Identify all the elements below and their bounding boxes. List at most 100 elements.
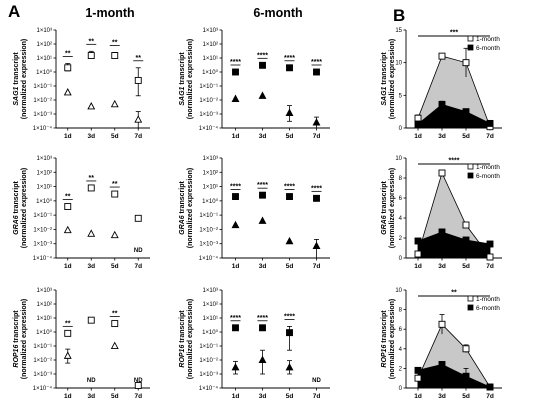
chart-sag1-1month: 1×10³ 1×10² 1×10¹ 1×10⁰ 1×10⁻¹ 1×10⁻² 1×10⁻³ 1×…	[13, 28, 150, 140]
y-axis-subtitle: (normalized expression)	[187, 168, 194, 249]
y-tick-label: 1×10⁻³	[33, 242, 52, 248]
y-axis-title: transcript	[381, 52, 388, 85]
data-point-triangle	[258, 355, 267, 364]
data-point-square	[232, 193, 239, 201]
data-point-triangle	[312, 241, 321, 249]
y-tick-label: 1×10²	[202, 42, 218, 48]
legend-label-six-month: 6-month	[476, 173, 500, 180]
y-tick-label: 1×10⁻³	[33, 112, 52, 118]
legend-label-one-month: 1-month	[476, 296, 500, 303]
data-point-triangle	[63, 351, 72, 359]
significance-label: **	[65, 320, 71, 327]
data-point-square	[313, 68, 320, 76]
y-tick-label: 15	[395, 28, 402, 34]
x-tick-label: 1d	[414, 393, 422, 400]
y-tick-label: 1×10⁰	[202, 329, 219, 336]
x-tick-label: 5d	[286, 133, 294, 140]
significance-label: ****	[257, 52, 268, 59]
y-axis-subtitle: (normalized expression)	[21, 39, 28, 120]
significance-label: **	[112, 181, 118, 188]
data-point-one-month	[462, 59, 470, 67]
y-tick-label: 1×10⁻³	[33, 372, 52, 378]
data-point-square	[64, 329, 72, 337]
x-tick-label: 7d	[313, 263, 321, 270]
significance-label: **	[112, 311, 118, 318]
x-tick-label: 5d	[286, 263, 294, 270]
nd-label: ND	[134, 378, 143, 384]
significance-label: ****	[311, 59, 322, 66]
y-axis-label: GRA6 transcript	[179, 180, 186, 234]
y-tick-label: 1×10²	[202, 170, 218, 176]
data-point-triangle	[285, 236, 294, 245]
chart-gra6-6month: 1×10³ 1×10² 1×10¹ 1×10⁰ 1×10⁻¹ 1×10⁻² 1×10⁻³ 1×…	[179, 156, 330, 270]
data-point-one-month	[462, 345, 470, 353]
y-tick-label: 0	[399, 386, 403, 392]
significance-label: ****	[230, 184, 241, 191]
significance-label: **	[451, 290, 457, 297]
data-point-triangle	[110, 230, 119, 239]
x-tick-label: 1d	[232, 133, 240, 140]
y-tick-label: 0	[399, 256, 403, 262]
y-tick-label: 1×10⁻⁴	[199, 125, 219, 132]
y-tick-label: 1×10⁻⁴	[33, 125, 53, 132]
y-axis-label: SAG1 transcript	[381, 52, 388, 106]
chart-rop16-6month: 1×10³ 1×10² 1×10¹ 1×10⁰ 1×10⁻¹ 1×10⁻² 1×10⁻³ 1×…	[179, 288, 330, 400]
y-tick-label: 1×10⁻⁴	[33, 385, 53, 392]
significance-label: ****	[284, 313, 295, 320]
y-tick-label: 1×10⁻¹	[199, 344, 218, 350]
x-tick-label: 3d	[87, 133, 95, 140]
y-tick-label: 10	[395, 61, 402, 67]
data-point-square	[134, 382, 142, 389]
y-axis-subtitle: (normalized expression)	[21, 168, 28, 249]
x-tick-label: 3d	[438, 133, 446, 140]
data-point-square	[87, 184, 95, 192]
y-tick-label: 2	[399, 366, 403, 372]
legend-swatch-one-month	[467, 295, 474, 302]
y-tick-label: 8	[399, 308, 403, 314]
y-tick-label: 0	[399, 126, 403, 132]
x-tick-label: 5d	[286, 393, 294, 400]
y-axis-label: ROP16 transcript	[381, 310, 388, 368]
significance-label: ****	[257, 182, 268, 189]
column-title-one-month: 1-month	[85, 6, 134, 20]
y-tick-label: 1×10²	[202, 302, 218, 308]
x-tick-label: 7d	[486, 133, 494, 140]
legend-label-one-month: 1-month	[476, 164, 500, 171]
x-tick-label: 1d	[64, 133, 72, 140]
data-point-square	[286, 193, 293, 201]
data-point-six-month	[486, 119, 494, 127]
chart-sag1-6month: 1×10³ 1×10² 1×10¹ 1×10⁰ 1×10⁻¹ 1×10⁻² 1×10⁻³ 1×…	[179, 28, 330, 140]
y-tick-label: 1×10⁰	[202, 69, 219, 76]
y-axis-subtitle: (normalized expression)	[187, 39, 194, 120]
chart-gra6-area: 0 2 4 6 8 10 1d 3d 5d 7d GRA6 transcript (normalize…	[381, 156, 502, 270]
x-tick-label: 1d	[414, 133, 422, 140]
data-point-one-month	[414, 250, 422, 258]
data-point-six-month	[414, 120, 422, 128]
data-point-triangle	[231, 94, 240, 102]
y-tick-label: 1×10¹	[202, 185, 218, 191]
data-point-square	[259, 324, 266, 332]
significance-label: ****	[230, 59, 241, 66]
y-tick-label: 1×10³	[202, 156, 218, 162]
y-tick-label: 1×10⁻²	[33, 358, 52, 364]
data-point-triangle	[258, 216, 267, 224]
y-tick-label: 1×10⁰	[36, 69, 53, 76]
y-tick-label: 1×10⁰	[36, 198, 53, 205]
x-tick-label: 1d	[64, 393, 72, 400]
significance-label: **	[112, 39, 118, 46]
data-point-square	[286, 64, 293, 72]
y-tick-label: 1×10⁻¹	[199, 84, 218, 90]
y-axis-gene: GRA6	[179, 215, 186, 235]
y-axis-gene: ROP16	[179, 345, 186, 368]
data-point-square	[259, 61, 266, 69]
y-axis-label: ROP16 transcript	[13, 310, 20, 368]
data-point-square	[286, 329, 293, 337]
data-point-six-month	[414, 237, 422, 245]
y-tick-label: 6	[399, 196, 403, 202]
y-tick-label: 10	[395, 156, 402, 162]
x-tick-label: 5d	[462, 263, 470, 270]
y-tick-label: 1×10³	[36, 156, 52, 162]
chart-rop16-area: 0 2 4 6 8 10 1d 3d 5d 7d ROP16 transcript (normaliz…	[381, 288, 502, 400]
chart-sag1-area: 0 5 10 15 1d 3d 5d 7d SAG1 transcript (normalized…	[381, 28, 502, 140]
significance-label: ***	[450, 30, 458, 37]
